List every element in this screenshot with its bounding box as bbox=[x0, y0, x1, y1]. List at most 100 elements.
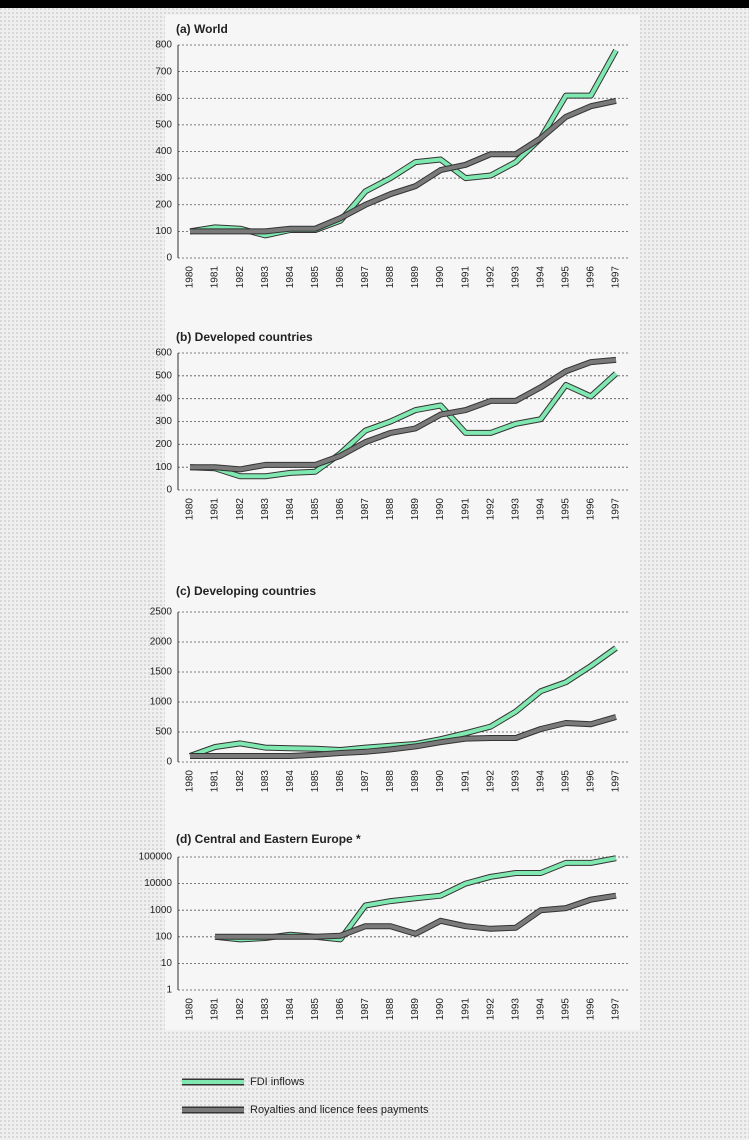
x-tick-label: 1992 bbox=[485, 266, 496, 289]
y-tick-label: 1000 bbox=[150, 697, 173, 708]
x-tick-label: 1993 bbox=[510, 266, 521, 289]
y-tick-label: 0 bbox=[166, 253, 172, 264]
x-tick-label: 1980 bbox=[185, 266, 196, 289]
x-tick-label: 1996 bbox=[586, 770, 597, 793]
y-tick-label: 500 bbox=[155, 727, 172, 738]
x-tick-label: 1981 bbox=[210, 770, 221, 793]
y-tick-label: 2500 bbox=[150, 607, 173, 618]
x-tick-label: 1980 bbox=[185, 498, 196, 521]
x-tick-label: 1988 bbox=[385, 998, 396, 1021]
y-tick-label: 500 bbox=[155, 120, 172, 131]
x-tick-label: 1991 bbox=[460, 266, 471, 289]
x-tick-label: 1987 bbox=[360, 770, 371, 793]
x-tick-label: 1985 bbox=[310, 266, 321, 289]
y-tick-label: 400 bbox=[155, 393, 172, 404]
x-tick-label: 1992 bbox=[485, 498, 496, 521]
x-tick-label: 1989 bbox=[410, 266, 421, 289]
y-tick-label: 600 bbox=[155, 93, 172, 104]
x-tick-label: 1984 bbox=[285, 498, 296, 521]
y-tick-label: 100 bbox=[155, 931, 172, 942]
y-tick-label: 500 bbox=[155, 370, 172, 381]
x-tick-label: 1997 bbox=[611, 266, 622, 289]
chart-title: (a) World bbox=[176, 22, 228, 36]
x-tick-label: 1990 bbox=[435, 266, 446, 289]
y-tick-label: 2000 bbox=[150, 637, 173, 648]
chart-title: (b) Developed countries bbox=[176, 330, 313, 344]
legend-label: FDI inflows bbox=[250, 1076, 305, 1088]
x-tick-label: 1981 bbox=[210, 266, 221, 289]
x-tick-label: 1982 bbox=[235, 998, 246, 1021]
x-tick-label: 1982 bbox=[235, 266, 246, 289]
x-tick-label: 1980 bbox=[185, 998, 196, 1021]
x-tick-label: 1990 bbox=[435, 498, 446, 521]
x-tick-label: 1992 bbox=[485, 998, 496, 1021]
x-tick-label: 1982 bbox=[235, 770, 246, 793]
x-tick-label: 1991 bbox=[460, 998, 471, 1021]
x-tick-label: 1994 bbox=[535, 498, 546, 521]
x-tick-label: 1985 bbox=[310, 998, 321, 1021]
x-tick-label: 1995 bbox=[561, 770, 572, 793]
x-tick-label: 1988 bbox=[385, 498, 396, 521]
x-tick-label: 1997 bbox=[611, 770, 622, 793]
x-tick-label: 1982 bbox=[235, 498, 246, 521]
x-tick-label: 1988 bbox=[385, 770, 396, 793]
series-line bbox=[189, 372, 618, 479]
y-tick-label: 800 bbox=[155, 40, 172, 51]
x-tick-label: 1990 bbox=[435, 998, 446, 1021]
y-tick-label: 400 bbox=[155, 146, 172, 157]
x-tick-label: 1991 bbox=[460, 770, 471, 793]
y-tick-label: 300 bbox=[155, 173, 172, 184]
y-tick-label: 600 bbox=[155, 348, 172, 359]
x-tick-label: 1983 bbox=[260, 498, 271, 521]
series-line bbox=[190, 98, 617, 234]
y-tick-label: 1 bbox=[166, 985, 172, 996]
y-tick-label: 0 bbox=[166, 485, 172, 496]
x-tick-label: 1994 bbox=[535, 998, 546, 1021]
series-line bbox=[190, 715, 617, 758]
x-tick-label: 1986 bbox=[335, 770, 346, 793]
x-tick-label: 1992 bbox=[485, 770, 496, 793]
y-tick-label: 200 bbox=[155, 199, 172, 210]
x-tick-label: 1985 bbox=[310, 498, 321, 521]
x-tick-label: 1991 bbox=[460, 498, 471, 521]
x-tick-label: 1997 bbox=[611, 498, 622, 521]
series-line bbox=[215, 893, 617, 939]
x-tick-label: 1983 bbox=[260, 266, 271, 289]
chart-title: (c) Developing countries bbox=[176, 584, 316, 598]
y-tick-label: 300 bbox=[155, 416, 172, 427]
x-tick-label: 1994 bbox=[535, 770, 546, 793]
x-tick-label: 1989 bbox=[410, 770, 421, 793]
x-tick-label: 1983 bbox=[260, 998, 271, 1021]
chart-title: (d) Central and Eastern Europe * bbox=[176, 832, 361, 846]
y-tick-label: 200 bbox=[155, 439, 172, 450]
x-tick-label: 1981 bbox=[210, 498, 221, 521]
y-tick-label: 100 bbox=[155, 462, 172, 473]
x-tick-label: 1995 bbox=[561, 498, 572, 521]
x-tick-label: 1986 bbox=[335, 998, 346, 1021]
panel bbox=[165, 15, 640, 1030]
x-tick-label: 1987 bbox=[360, 266, 371, 289]
x-tick-label: 1984 bbox=[285, 266, 296, 289]
x-tick-label: 1995 bbox=[561, 266, 572, 289]
x-tick-label: 1983 bbox=[260, 770, 271, 793]
x-tick-label: 1984 bbox=[285, 998, 296, 1021]
x-tick-label: 1993 bbox=[510, 498, 521, 521]
series-line bbox=[190, 357, 617, 472]
x-tick-label: 1996 bbox=[586, 266, 597, 289]
x-tick-label: 1996 bbox=[586, 498, 597, 521]
x-tick-label: 1987 bbox=[360, 998, 371, 1021]
x-tick-label: 1986 bbox=[335, 498, 346, 521]
y-tick-label: 10000 bbox=[144, 878, 172, 889]
y-tick-label: 0 bbox=[166, 757, 172, 768]
x-tick-label: 1990 bbox=[435, 770, 446, 793]
x-tick-label: 1989 bbox=[410, 998, 421, 1021]
x-tick-label: 1987 bbox=[360, 498, 371, 521]
top-bar bbox=[0, 0, 749, 8]
y-tick-label: 700 bbox=[155, 66, 172, 77]
y-tick-label: 10 bbox=[161, 958, 173, 969]
x-tick-label: 1988 bbox=[385, 266, 396, 289]
y-tick-label: 100000 bbox=[139, 852, 173, 863]
x-tick-label: 1997 bbox=[611, 998, 622, 1021]
x-tick-label: 1986 bbox=[335, 266, 346, 289]
